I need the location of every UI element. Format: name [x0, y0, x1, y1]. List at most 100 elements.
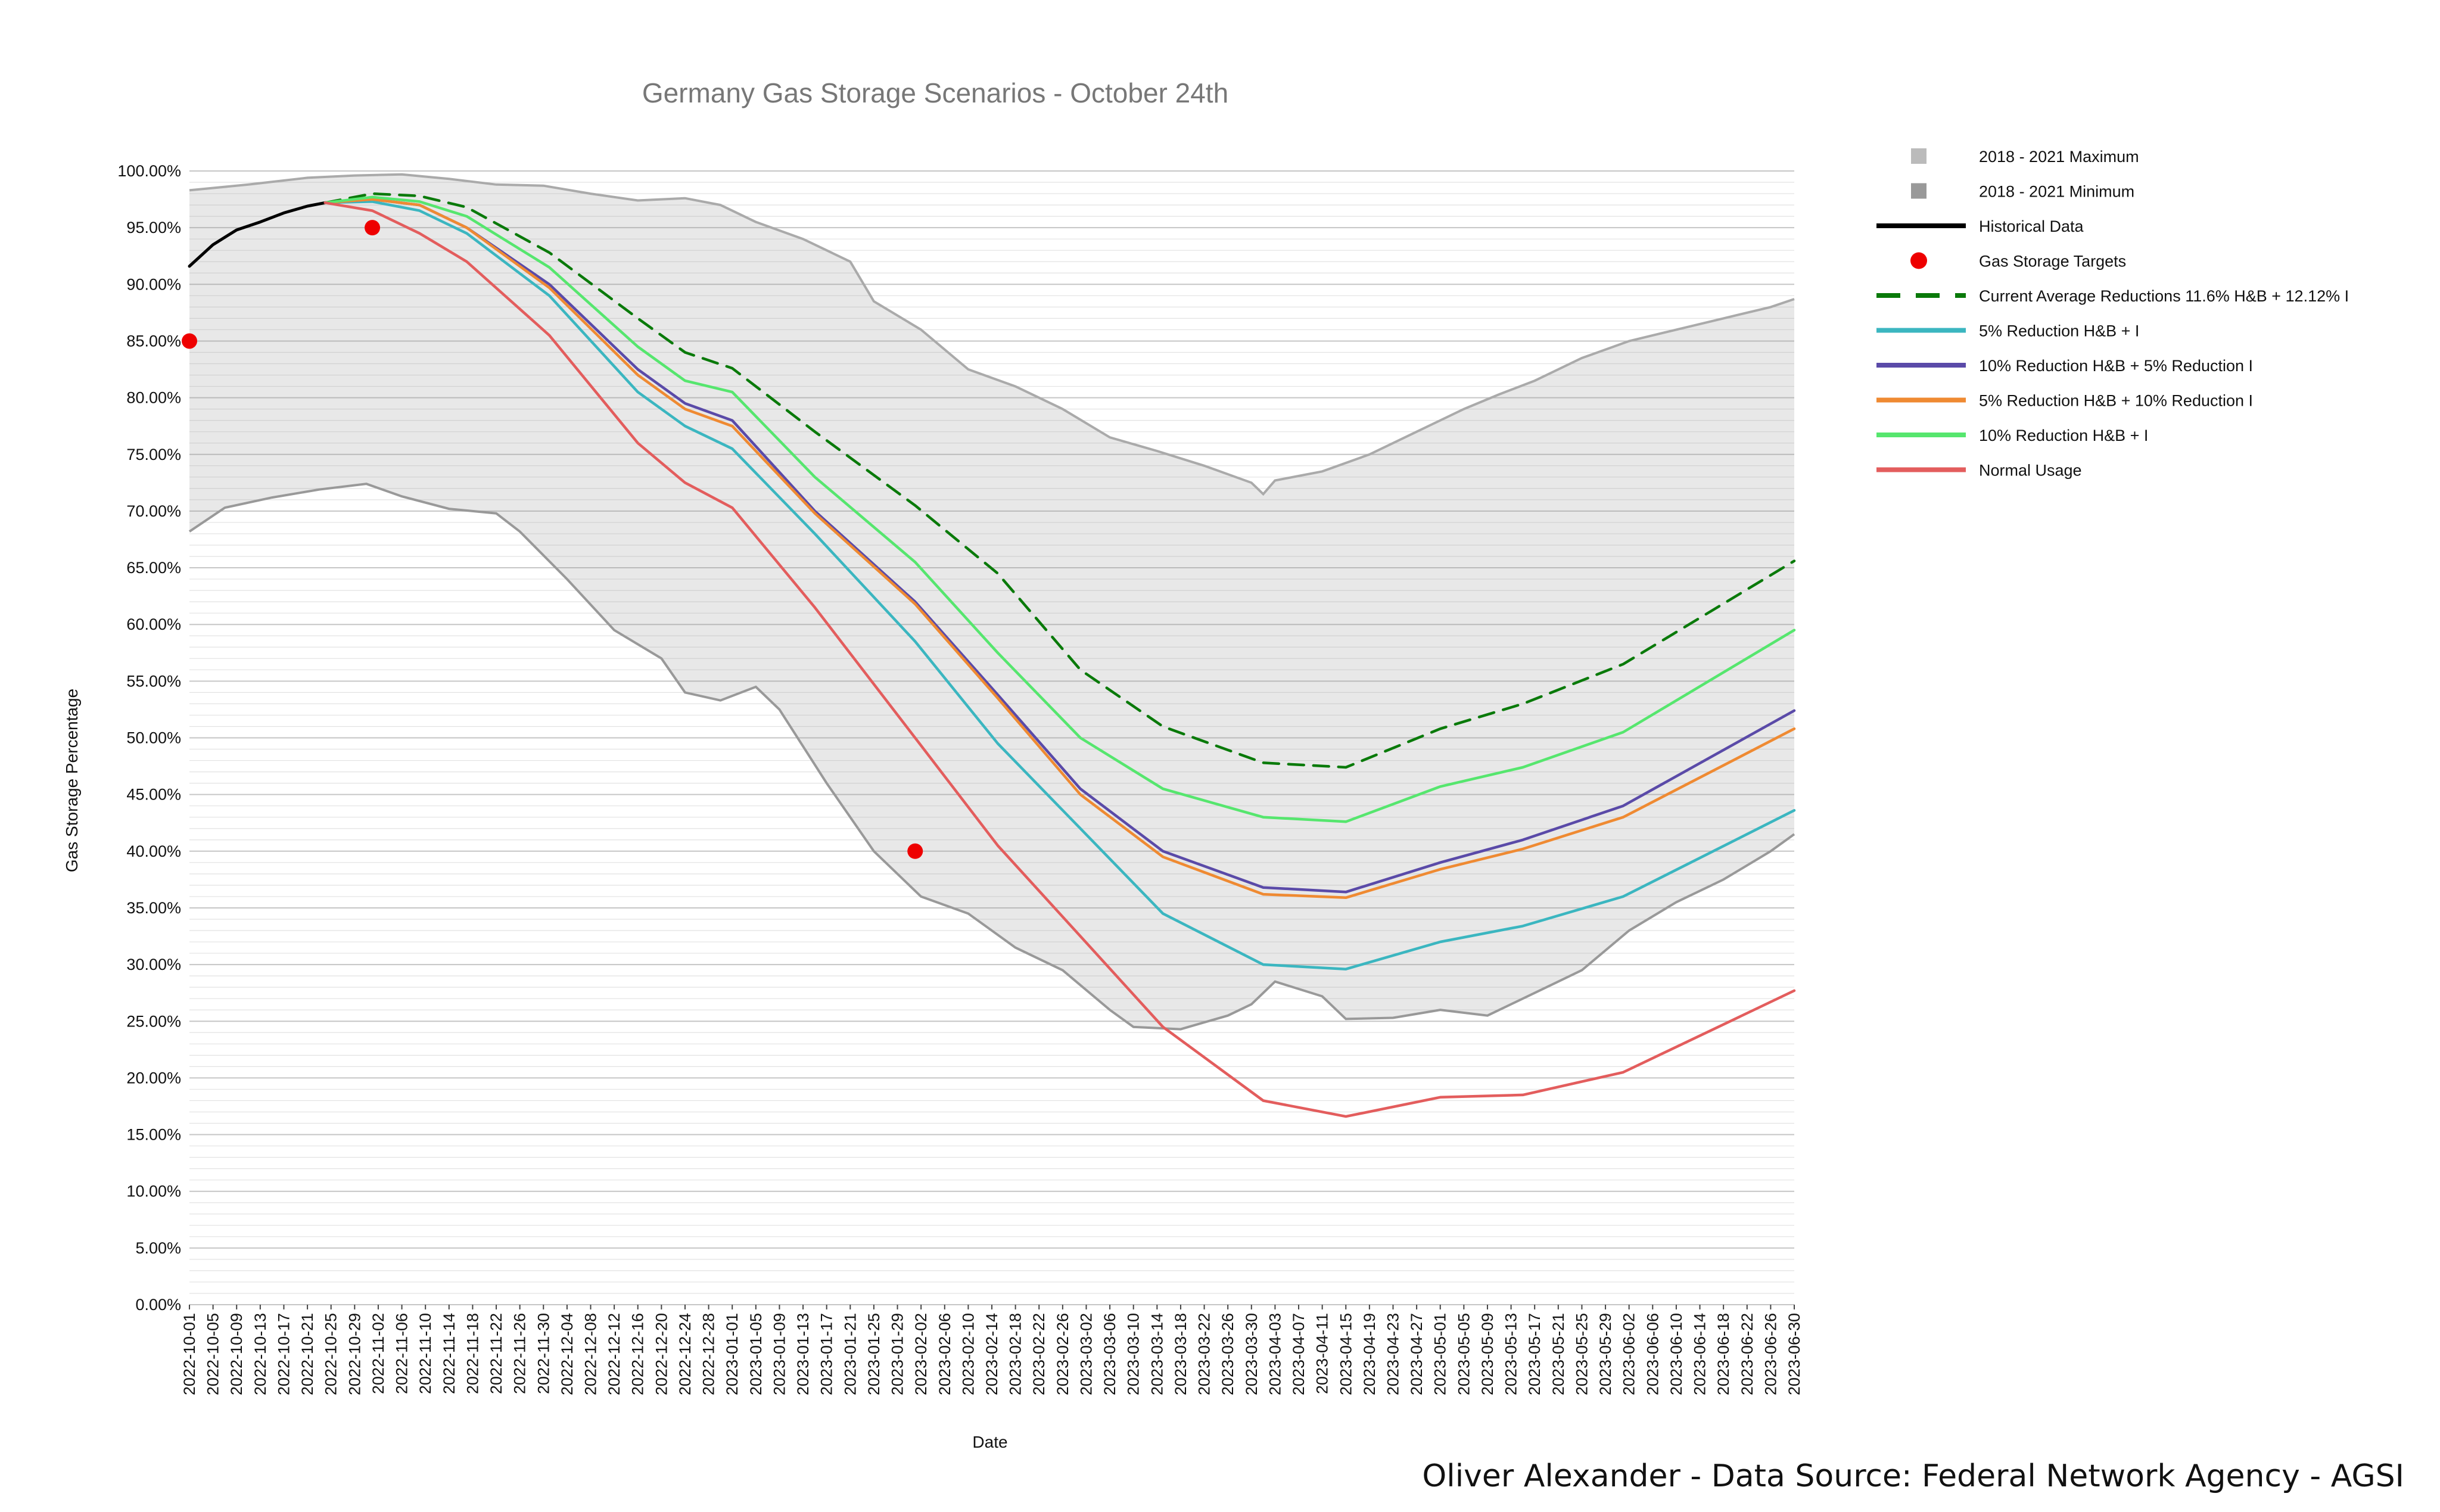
target-point	[907, 843, 923, 859]
x-tick-label: 2022-10-09	[228, 1313, 245, 1395]
x-tick-label: 2022-10-17	[275, 1313, 293, 1395]
x-tick-label: 2023-06-10	[1667, 1313, 1685, 1395]
x-tick-label: 2022-11-30	[534, 1313, 552, 1394]
y-tick-label: 50.00%	[126, 729, 181, 747]
x-tick-label: 2023-06-06	[1644, 1313, 1661, 1395]
x-tick-label: 2022-12-08	[582, 1313, 600, 1395]
y-tick-label: 60.00%	[126, 615, 181, 633]
x-tick-label: 2023-03-18	[1172, 1313, 1190, 1395]
x-tick-label: 2023-02-10	[959, 1313, 977, 1395]
legend-swatch	[1911, 148, 1927, 164]
legend: 2018 - 2021 Maximum 2018 - 2021 Minimum Hi…	[1876, 148, 2349, 480]
legend-label: Gas Storage Targets	[1979, 253, 2126, 270]
x-tick-label: 2023-03-06	[1101, 1313, 1119, 1395]
x-tick-label: 2023-01-17	[818, 1313, 836, 1395]
y-tick-label: 20.00%	[126, 1069, 181, 1087]
x-tick-label: 2023-01-25	[865, 1313, 883, 1395]
x-tick-label: 2023-02-18	[1007, 1313, 1025, 1395]
y-tick-label: 85.00%	[126, 332, 181, 350]
x-tick-label: 2023-05-25	[1573, 1313, 1591, 1395]
y-tick-label: 95.00%	[126, 219, 181, 237]
data-source-credit: Oliver Alexander - Data Source: Federal …	[1422, 1458, 2404, 1494]
legend-label: 5% Reduction H&B + I	[1979, 322, 2139, 340]
y-tick-label: 15.00%	[126, 1126, 181, 1144]
x-tick-label: 2023-05-01	[1431, 1313, 1449, 1395]
x-tick-label: 2023-06-26	[1761, 1313, 1779, 1395]
target-points	[182, 220, 923, 859]
x-tick-label: 2023-06-18	[1714, 1313, 1732, 1395]
y-tick-label: 0.00%	[135, 1296, 181, 1314]
x-tick-label: 2022-11-02	[369, 1313, 387, 1394]
legend-label: 5% Reduction H&B + 10% Reduction I	[1979, 392, 2253, 410]
y-tick-label: 30.00%	[126, 956, 181, 973]
x-tick-label: 2022-11-14	[440, 1313, 458, 1394]
x-tick-label: 2023-01-29	[889, 1313, 907, 1395]
x-tick-label: 2023-06-30	[1785, 1313, 1803, 1395]
x-tick-label: 2023-03-26	[1219, 1313, 1237, 1395]
x-tick-label: 2023-05-09	[1479, 1313, 1496, 1395]
x-axis-label: Date	[972, 1433, 1007, 1451]
series-line-normal-usage	[323, 201, 1796, 1118]
x-tick-label: 2022-12-12	[605, 1313, 623, 1395]
y-tick-label: 55.00%	[126, 672, 181, 690]
legend-label: 10% Reduction H&B + 5% Reduction I	[1979, 357, 2253, 375]
y-tick-label: 10.00%	[126, 1183, 181, 1200]
y-tick-label: 90.00%	[126, 275, 181, 293]
series-line-current-average-reductions-11-6-h-b-12-12-i	[323, 192, 1796, 769]
x-tick-label: 2023-03-14	[1148, 1313, 1166, 1395]
series-line-historical-data	[188, 201, 327, 268]
x-tick-label: 2023-03-30	[1243, 1313, 1261, 1395]
x-tick-label: 2023-04-19	[1361, 1313, 1378, 1395]
x-tick-label: 2022-10-21	[298, 1313, 316, 1395]
band-minimum-line	[188, 483, 1795, 1031]
y-tick-label: 40.00%	[126, 842, 181, 860]
x-tick-label: 2023-05-21	[1549, 1313, 1567, 1395]
x-tick-label: 2023-02-26	[1054, 1313, 1072, 1395]
legend-label: Current Average Reductions 11.6% H&B + 1…	[1979, 287, 2349, 305]
x-tick-label: 2022-12-24	[676, 1313, 694, 1395]
x-tick-label: 2023-06-22	[1738, 1313, 1756, 1395]
x-tick-label: 2022-10-05	[204, 1313, 222, 1395]
x-tick-label: 2023-06-02	[1620, 1313, 1638, 1395]
x-tick-label: 2023-04-15	[1337, 1313, 1355, 1395]
series-lines	[188, 192, 1796, 1118]
x-tick-label: 2023-04-23	[1384, 1313, 1402, 1395]
y-tick-label: 80.00%	[126, 389, 181, 407]
x-tick-label: 2023-06-14	[1691, 1313, 1709, 1395]
historical-range-band	[188, 173, 1795, 1031]
y-tick-label: 5.00%	[135, 1239, 181, 1257]
y-tick-label: 35.00%	[126, 899, 181, 917]
y-tick-label: 100.00%	[117, 162, 181, 180]
x-tick-label: 2023-01-01	[723, 1313, 741, 1395]
x-tick-label: 2023-02-02	[912, 1313, 930, 1395]
band-maximum-line	[189, 173, 1795, 496]
x-tick-label: 2022-12-16	[629, 1313, 647, 1395]
legend-label: 2018 - 2021 Maximum	[1979, 148, 2139, 166]
x-tick-label: 2023-05-17	[1526, 1313, 1543, 1395]
x-tick-label: 2022-10-13	[251, 1313, 269, 1395]
x-tick-label: 2022-12-04	[558, 1313, 576, 1395]
y-tick-label: 65.00%	[126, 559, 181, 577]
x-tick-label: 2023-01-09	[770, 1313, 788, 1395]
x-tick-label: 2022-10-25	[322, 1313, 340, 1395]
range-band-fill	[189, 174, 1794, 1029]
series-line-10-reduction-h-b-i	[323, 195, 1796, 823]
x-tick-label: 2022-10-01	[180, 1313, 198, 1395]
x-tick-label: 2022-11-10	[416, 1313, 434, 1394]
target-point	[182, 333, 197, 349]
x-tick-label: 2022-12-20	[652, 1313, 670, 1395]
x-tick-label: 2022-11-06	[393, 1313, 411, 1394]
y-axis: 0.00% 5.00% 10.00% 15.00% 20.00% 25.00% 30.00%…	[117, 162, 181, 1314]
x-tick-label: 2023-05-13	[1502, 1313, 1520, 1395]
x-tick-label: 2023-03-22	[1196, 1313, 1213, 1395]
legend-swatch	[1910, 252, 1927, 269]
x-tick-label: 2023-04-27	[1408, 1313, 1426, 1395]
x-tick-label: 2022-11-22	[487, 1313, 505, 1394]
x-tick-label: 2022-12-28	[700, 1313, 718, 1395]
x-tick-label: 2023-01-13	[794, 1313, 812, 1395]
chart-title: Germany Gas Storage Scenarios - October …	[642, 77, 1228, 108]
series-line-5-reduction-h-b-i	[323, 200, 1796, 970]
x-tick-label: 2023-02-06	[936, 1313, 954, 1395]
x-tick-label: 2023-04-07	[1290, 1313, 1308, 1395]
